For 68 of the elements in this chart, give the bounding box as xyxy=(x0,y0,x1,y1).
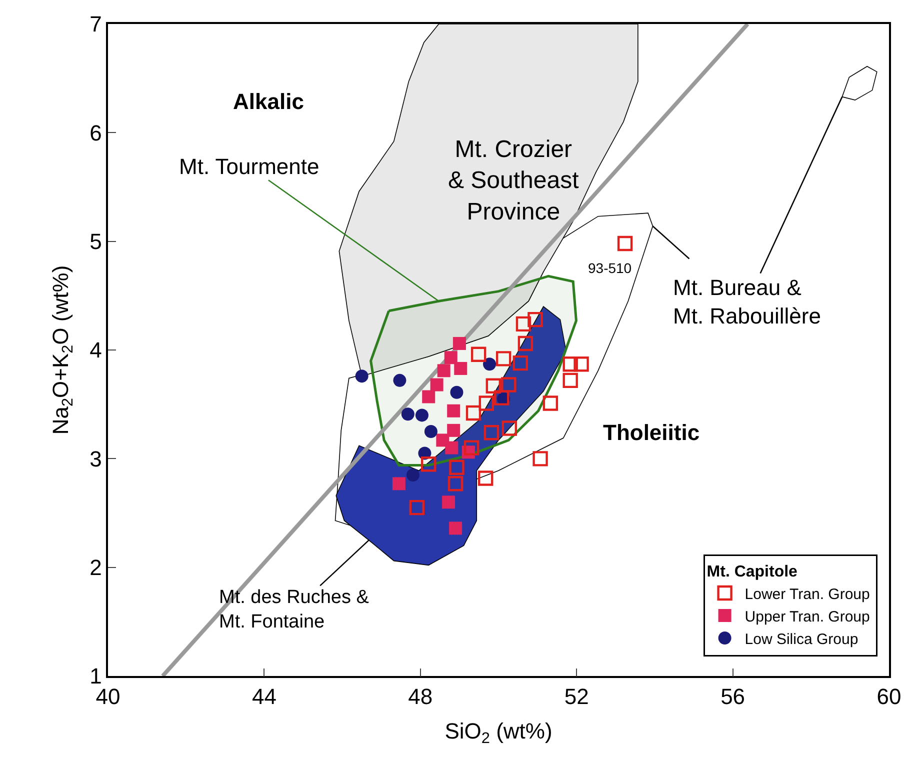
point xyxy=(447,404,460,418)
point xyxy=(512,355,528,371)
point xyxy=(401,408,414,421)
point xyxy=(393,374,406,387)
point xyxy=(449,460,464,475)
point xyxy=(574,356,589,372)
y-tick-label: 4 xyxy=(90,338,102,363)
point xyxy=(466,405,482,421)
point xyxy=(449,522,462,535)
annotation: 93-510 xyxy=(588,260,632,276)
point xyxy=(355,370,368,383)
legend-label: Lower Tran. Group xyxy=(744,586,870,603)
annotation: Mt. des Ruches & Mt. Fontaine xyxy=(219,587,370,633)
point xyxy=(424,425,438,438)
point xyxy=(464,440,480,456)
point xyxy=(516,316,532,332)
point xyxy=(496,351,512,366)
point xyxy=(484,424,500,440)
point xyxy=(528,312,543,328)
point xyxy=(422,390,436,404)
point xyxy=(448,476,464,492)
point xyxy=(447,424,460,437)
y-tick-label: 7 xyxy=(90,12,102,37)
y-tick-label: 6 xyxy=(90,120,102,146)
point xyxy=(452,336,466,350)
point xyxy=(421,456,436,472)
x-tick-label: 52 xyxy=(564,684,589,710)
legend-title: Mt. Capitole xyxy=(706,564,798,581)
point xyxy=(444,351,458,364)
point xyxy=(518,336,534,352)
point xyxy=(430,378,444,392)
x-tick-label: 48 xyxy=(408,684,433,710)
x-tick-label: 56 xyxy=(720,684,746,710)
point xyxy=(483,358,496,371)
y-tick-label: 2 xyxy=(90,555,102,580)
point xyxy=(450,386,464,399)
point xyxy=(436,434,450,447)
point xyxy=(454,362,468,375)
point xyxy=(478,470,494,486)
point xyxy=(470,346,486,362)
point xyxy=(542,396,558,411)
y-tick-label: 5 xyxy=(90,229,102,254)
point xyxy=(392,477,406,490)
legend-label: Upper Tran. Group xyxy=(744,608,870,626)
point xyxy=(617,236,633,252)
point xyxy=(562,372,578,388)
point xyxy=(562,356,578,372)
point xyxy=(478,396,494,411)
point xyxy=(442,496,456,509)
point xyxy=(406,468,420,482)
point xyxy=(415,408,428,422)
point xyxy=(502,420,518,436)
legend-label: Low Silica Group xyxy=(744,630,858,648)
annotation: Tholeiitic xyxy=(603,420,700,445)
point xyxy=(409,500,424,516)
point xyxy=(532,451,548,466)
point xyxy=(494,390,510,406)
annotation: Mt. Crozier & Southeast Province xyxy=(448,136,580,226)
x-tick-label: 60 xyxy=(876,684,902,710)
annotation: Mt. Tourmente xyxy=(179,154,320,179)
y-tick-label: 3 xyxy=(90,446,102,472)
point xyxy=(437,364,450,378)
x-tick-label: 44 xyxy=(252,684,276,710)
point xyxy=(486,378,502,394)
annotation: Mt. Bureau & Mt. Rabouillère xyxy=(673,275,821,329)
annotation: Alkalic xyxy=(233,89,304,114)
x-axis-title: SiO$_{2}$ (wt%) xyxy=(444,718,552,748)
point xyxy=(501,377,516,392)
